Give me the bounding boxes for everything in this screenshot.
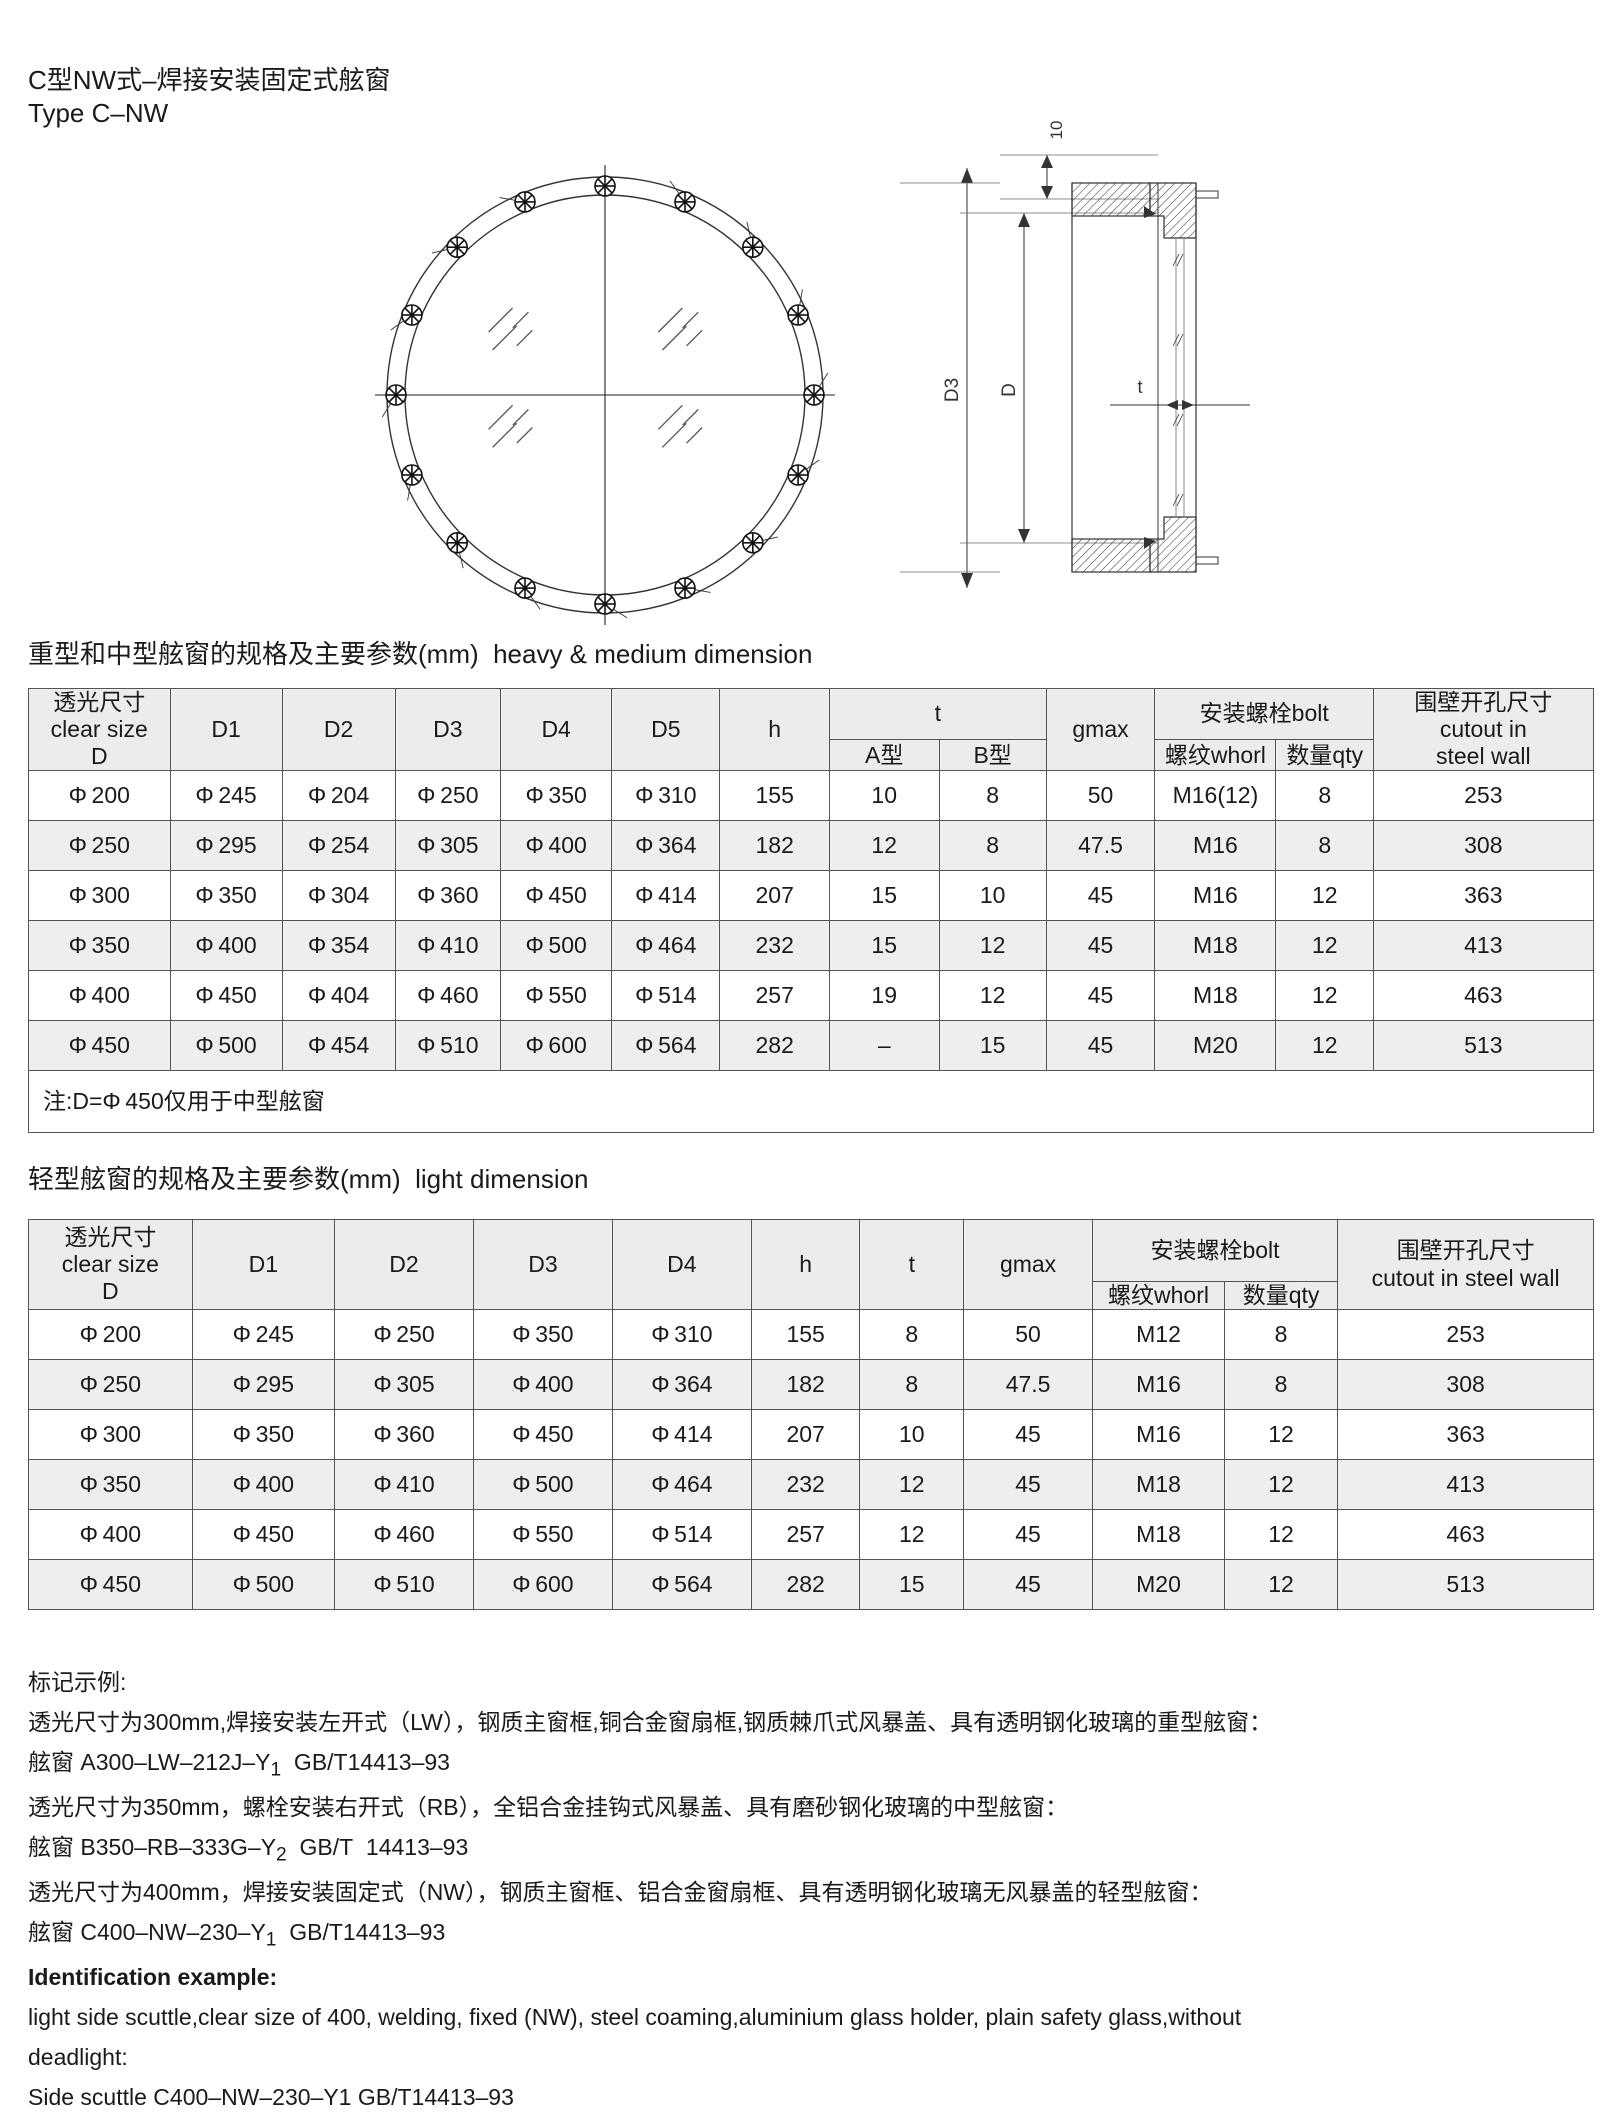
svg-text:10: 10 bbox=[1047, 121, 1066, 140]
svg-text:t: t bbox=[1137, 377, 1142, 397]
svg-text:D: D bbox=[999, 383, 1020, 397]
svg-text:D3: D3 bbox=[942, 378, 963, 402]
